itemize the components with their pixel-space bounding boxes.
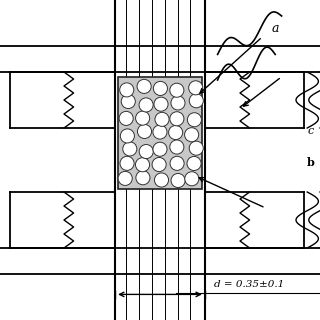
Circle shape bbox=[155, 173, 169, 187]
Circle shape bbox=[189, 141, 203, 155]
Circle shape bbox=[154, 97, 168, 111]
Circle shape bbox=[185, 172, 199, 186]
Circle shape bbox=[121, 94, 135, 108]
Circle shape bbox=[138, 124, 152, 139]
Circle shape bbox=[136, 111, 150, 125]
Circle shape bbox=[187, 156, 201, 171]
Text: c: c bbox=[307, 126, 314, 136]
Circle shape bbox=[123, 142, 137, 156]
Circle shape bbox=[118, 172, 132, 186]
Circle shape bbox=[119, 111, 133, 125]
Circle shape bbox=[153, 142, 167, 156]
Circle shape bbox=[189, 94, 203, 108]
Circle shape bbox=[135, 158, 149, 172]
Circle shape bbox=[153, 125, 167, 139]
Circle shape bbox=[187, 113, 201, 127]
Bar bbox=[118, 77, 202, 189]
Circle shape bbox=[155, 112, 169, 126]
Circle shape bbox=[170, 140, 184, 154]
Circle shape bbox=[169, 125, 183, 140]
Circle shape bbox=[153, 81, 167, 95]
Circle shape bbox=[136, 171, 150, 185]
Circle shape bbox=[170, 83, 184, 97]
Circle shape bbox=[120, 129, 134, 143]
Circle shape bbox=[137, 79, 151, 93]
Circle shape bbox=[185, 128, 199, 142]
Circle shape bbox=[120, 83, 134, 97]
Circle shape bbox=[171, 96, 185, 110]
Text: a: a bbox=[272, 22, 279, 35]
Circle shape bbox=[189, 81, 203, 95]
Circle shape bbox=[139, 145, 153, 159]
Text: d = 0.35±0.1: d = 0.35±0.1 bbox=[214, 280, 285, 289]
Circle shape bbox=[120, 156, 134, 170]
Text: b: b bbox=[307, 157, 315, 168]
Circle shape bbox=[170, 112, 184, 126]
Circle shape bbox=[170, 156, 184, 170]
Circle shape bbox=[139, 98, 153, 112]
Circle shape bbox=[171, 173, 185, 188]
Circle shape bbox=[152, 157, 166, 172]
